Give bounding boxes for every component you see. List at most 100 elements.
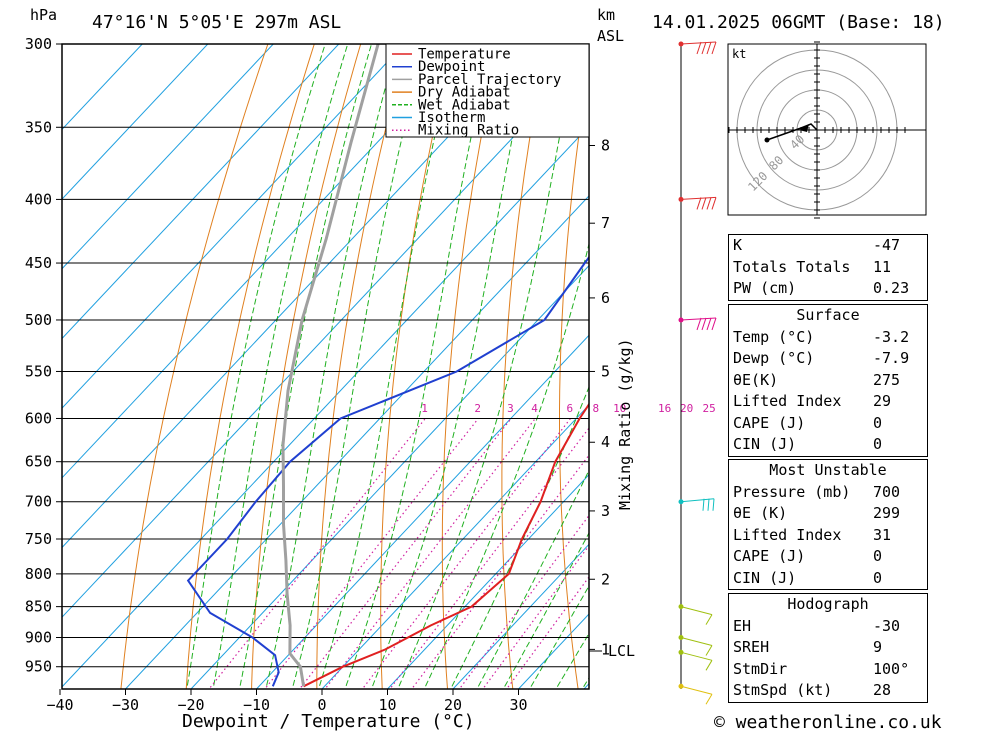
temperature-tick-label: 0 (317, 696, 326, 714)
location-title: 47°16'N 5°05'E 297m ASL (92, 12, 341, 33)
pressure-tick-label: 500 (25, 311, 52, 329)
surface-dewp-label: Dewp (°C) (733, 349, 815, 367)
height-tick-label: 3 (601, 502, 610, 520)
isotherm-line (62, 55, 589, 618)
mu-cape-value: 0 (873, 547, 883, 565)
wind-barb-column (678, 41, 717, 705)
mixing-ratio-line (361, 418, 571, 689)
dry-adiabat-line (316, 44, 408, 689)
pressure-tick-label: 350 (25, 118, 52, 136)
hodograph-table-title: Hodograph (787, 595, 869, 613)
mixing-ratio-labels: 1 2 3 4 6 8 10 16 20 25 (421, 402, 715, 415)
temperature-tick-label: −20 (177, 696, 204, 714)
temperature-ticks: −40 −30 −20 −10 0 10 20 30 (46, 689, 528, 714)
x-axis-label: Dewpoint / Temperature (°C) (182, 711, 475, 732)
wet-adiabat-line (265, 44, 398, 689)
temperature-tick-label: −30 (112, 696, 139, 714)
mixing-ratio-label: 20 (680, 402, 693, 415)
legend-entry: Isotherm (418, 110, 485, 126)
pressure-tick-label: 650 (25, 453, 52, 471)
tt-value: 11 (873, 257, 892, 276)
wind-barb (680, 317, 717, 331)
k-value: -47 (873, 236, 901, 254)
dry-adiabat-line (380, 44, 455, 689)
temperature-tick-label: −40 (46, 696, 73, 714)
temperature-tick-label: 20 (444, 696, 462, 714)
stmdir-value: 100° (873, 659, 910, 678)
mu-pressure-label: Pressure (mb) (733, 482, 851, 501)
height-tick-label: 5 (601, 362, 610, 380)
mixing-ratio-label: 2 (474, 402, 481, 415)
isotherm-line (62, 44, 405, 409)
surface-temp-value: -3.2 (873, 327, 910, 346)
temperature-tick-label: 30 (509, 696, 527, 714)
surface-li-label: Lifted Index (733, 392, 842, 410)
isotherm-line (62, 44, 536, 549)
wet-adiabat-line (186, 44, 326, 689)
surface-temp-label: Temp (°C) (733, 327, 815, 346)
wet-adiabat-line (423, 241, 589, 689)
mixing-ratio-axis-label: Mixing Ratio (g/kg) (616, 338, 634, 510)
mu-theta-label: θE (K) (733, 504, 788, 522)
dry-adiabat-line (251, 44, 362, 689)
mu-cin-label: CIN (J) (733, 568, 797, 587)
isotherm-line (452, 543, 589, 689)
surface-table: Surface Temp (°C) -3.2 Dewp (°C) -7.9 θE(K… (728, 304, 928, 457)
wind-barb (680, 196, 717, 210)
profile-curves (186, 44, 589, 688)
most-unstable-title: Most Unstable (769, 461, 887, 479)
mixing-ratio-label: 1 (421, 402, 428, 415)
pressure-tick-label: 800 (25, 565, 52, 583)
wet-adiabat-line (344, 44, 492, 689)
mu-pressure-value: 700 (873, 482, 901, 501)
wind-barb (680, 685, 713, 705)
surface-theta-label: θE(K) (733, 370, 779, 389)
mixing-ratio-line (298, 418, 512, 689)
isotherm-line (256, 334, 589, 689)
wet-adiabat-line (397, 44, 578, 689)
wind-barb (680, 637, 713, 656)
isotherm-line (62, 44, 143, 131)
stmspd-label: StmSpd (kt) (733, 681, 833, 699)
mu-li-value: 31 (873, 525, 892, 544)
mu-cin-value: 0 (873, 568, 883, 587)
lcl-label: LCL (608, 642, 635, 660)
pressure-tick-label: 450 (25, 254, 52, 272)
legend-entry: Temperature (418, 47, 511, 63)
mixing-ratio-label: 10 (613, 402, 626, 415)
isotherm-line (62, 44, 340, 340)
isotherm-line (190, 264, 589, 689)
wind-barb (680, 498, 715, 511)
mixing-ratio-label: 4 (531, 402, 538, 415)
wet-adiabat-line (318, 44, 457, 689)
storm-motion-arrow (799, 124, 809, 132)
pressure-tick-label: 700 (25, 493, 52, 511)
legend-entry: Dry Adiabat (418, 85, 511, 101)
legend-entry: Parcel Trajectory (418, 72, 561, 88)
height-tick-label: 7 (601, 214, 610, 232)
temperature-tick-label: 10 (378, 696, 396, 714)
tt-label: Totals Totals (733, 257, 851, 276)
temperature-curve (303, 402, 589, 688)
pw-value: 0.23 (873, 279, 910, 297)
pressure-tick-label: 300 (25, 35, 52, 53)
dry-adiabat-line (120, 44, 269, 689)
surface-cape-value: 0 (873, 413, 883, 432)
height-tick-label: 8 (601, 136, 610, 154)
pressure-tick-label: 850 (25, 598, 52, 616)
height-tick-label: 2 (601, 570, 610, 588)
isotherm-line (125, 195, 589, 689)
mixing-ratio-label: 16 (658, 402, 671, 415)
mu-theta-value: 299 (873, 504, 901, 522)
eh-label: EH (733, 616, 752, 635)
height-tick-label: 6 (601, 289, 610, 307)
mixing-ratio-label: 25 (702, 402, 715, 415)
stmspd-value: 28 (873, 681, 892, 699)
pw-label: PW (cm) (733, 279, 797, 297)
isotherm-line (62, 44, 471, 479)
datetime-title: 14.01.2025 06GMT (Base: 18) (652, 12, 945, 33)
k-label: K (733, 236, 743, 254)
height-tick-label: 4 (601, 433, 610, 451)
